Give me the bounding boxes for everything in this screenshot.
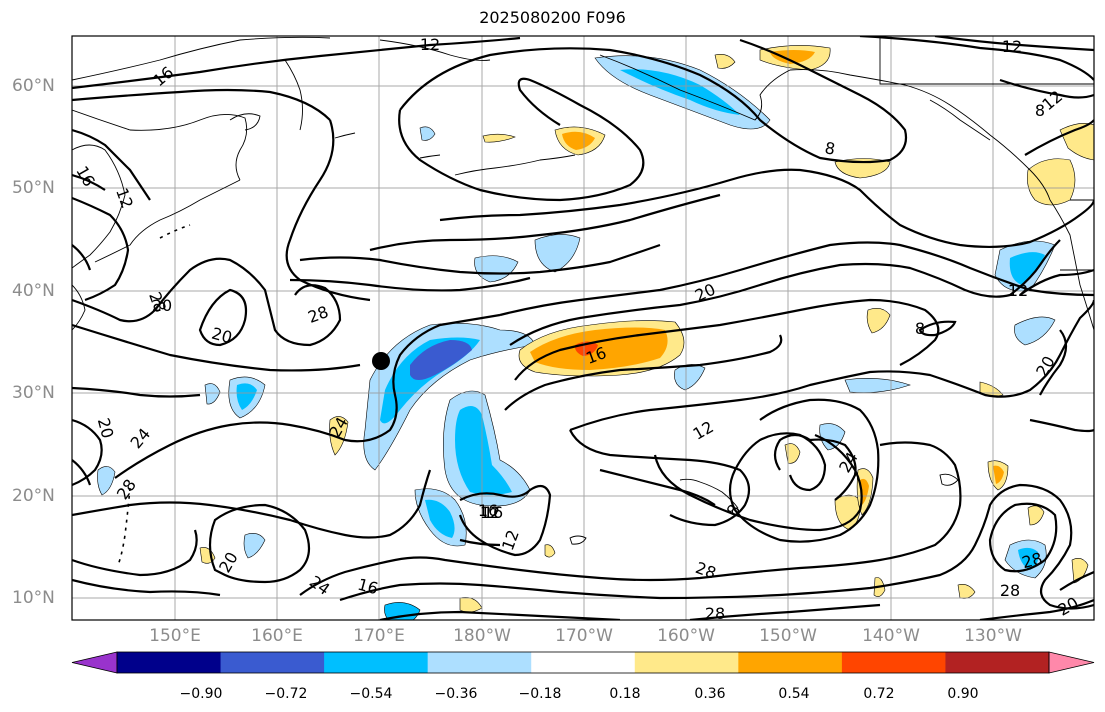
colorbar-tick-3: −0.54 bbox=[349, 686, 393, 702]
colorbar-segment bbox=[324, 652, 429, 673]
lat-label-40n: 40°N bbox=[12, 281, 55, 301]
coastlines bbox=[72, 36, 1094, 545]
lat-label-60n: 60°N bbox=[12, 76, 55, 96]
contour-label: 16 bbox=[356, 575, 381, 599]
colorbar-segment bbox=[945, 652, 1050, 673]
contour-label: 28 bbox=[1000, 581, 1020, 600]
lon-label-170e: 170°E bbox=[353, 626, 405, 646]
lon-label-140w: 140°W bbox=[862, 626, 920, 646]
contour-label: 8 bbox=[915, 319, 925, 338]
contour-label: 28 bbox=[1020, 549, 1045, 573]
map-title: 2025080200 F096 bbox=[479, 8, 626, 27]
dashed-features bbox=[117, 224, 191, 566]
colorbar-segment bbox=[220, 652, 325, 673]
colorbar bbox=[71, 651, 1095, 674]
colorbar-extend-min bbox=[71, 651, 118, 674]
contour-label: 8 bbox=[1035, 101, 1045, 120]
lon-label-170w: 170°W bbox=[555, 626, 613, 646]
lon-label-150e: 150°E bbox=[149, 626, 201, 646]
colorbar-segment bbox=[117, 652, 222, 673]
contour-label: 12 bbox=[1008, 281, 1028, 300]
contour-label: 16 bbox=[483, 503, 503, 522]
colorbar-frame bbox=[116, 651, 1050, 674]
colorbar-tick-5: −0.18 bbox=[518, 686, 562, 702]
colorbar-tick-4: −0.36 bbox=[434, 686, 478, 702]
colorbar-tick-8: 0.54 bbox=[778, 686, 810, 702]
colorbar-extend-max bbox=[1048, 651, 1095, 674]
graticule bbox=[72, 36, 1094, 620]
lat-label-20n: 20°N bbox=[12, 486, 55, 506]
contour-lines bbox=[72, 36, 1094, 620]
colorbar-segment bbox=[634, 652, 739, 673]
colorbar-tick-10: 0.90 bbox=[947, 686, 979, 702]
colorbar-segment bbox=[738, 652, 843, 673]
map-frame bbox=[71, 35, 1095, 621]
lat-label-30n: 30°N bbox=[12, 383, 55, 403]
colorbar-tick-6: 0.18 bbox=[609, 686, 641, 702]
contour-label: 20 bbox=[152, 296, 172, 315]
contour-label: 12 bbox=[1002, 37, 1022, 56]
contour-label: 20 bbox=[94, 416, 118, 441]
lon-label-160w: 160°W bbox=[657, 626, 715, 646]
location-marker bbox=[372, 352, 390, 370]
positive-shading bbox=[199, 45, 1094, 613]
colorbar-tick-1: −0.90 bbox=[179, 686, 223, 702]
lat-label-10n: 10°N bbox=[12, 588, 55, 608]
contour-label: 20 bbox=[210, 324, 235, 348]
lon-label-160e: 160°E bbox=[251, 626, 303, 646]
contour-label: 8 bbox=[823, 138, 836, 158]
lon-label-130w: 130°W bbox=[964, 626, 1022, 646]
contour-label: 28 bbox=[705, 604, 725, 623]
contour-label: 16 bbox=[478, 501, 498, 520]
contour-label: 12 bbox=[480, 503, 500, 522]
lon-label-180w: 180°W bbox=[453, 626, 511, 646]
negative-shading bbox=[97, 55, 1056, 620]
colorbar-segment bbox=[427, 652, 532, 673]
colorbar-segment bbox=[841, 652, 946, 673]
colorbar-tick-9: 0.72 bbox=[863, 686, 895, 702]
colorbar-tick-2: −0.72 bbox=[264, 686, 308, 702]
colorbar-tick-7: 0.36 bbox=[694, 686, 726, 702]
lat-label-50n: 50°N bbox=[12, 178, 55, 198]
contour-label: 12 bbox=[420, 35, 440, 54]
colorbar-segment bbox=[531, 652, 636, 673]
lon-label-150w: 150°W bbox=[759, 626, 817, 646]
